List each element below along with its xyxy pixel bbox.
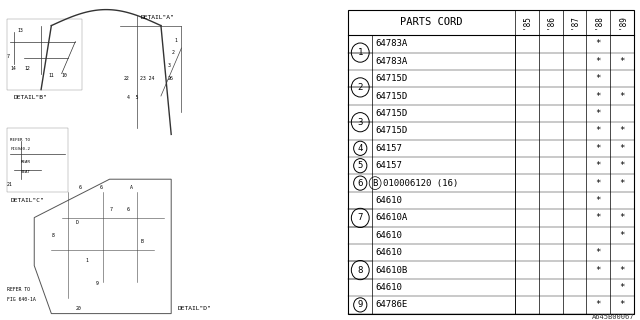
Text: '89: '89 [618,15,627,29]
Text: 64610: 64610 [375,248,402,257]
Text: FIG940-2: FIG940-2 [10,148,30,151]
Text: *: * [596,248,601,257]
Text: 64610: 64610 [375,231,402,240]
Text: 64610B: 64610B [375,266,408,275]
Text: *: * [596,161,601,170]
Text: *: * [596,179,601,188]
Text: 64157: 64157 [375,144,402,153]
Text: B: B [140,239,143,244]
Text: 64610: 64610 [375,196,402,205]
Text: A645B00067: A645B00067 [591,314,634,320]
Text: *: * [620,92,625,100]
Text: 8: 8 [358,266,363,275]
Text: 7: 7 [7,53,10,59]
Text: REAR: REAR [20,160,31,164]
Text: 2: 2 [358,83,363,92]
Text: 6: 6 [99,185,102,190]
Text: *: * [596,144,601,153]
Text: 3: 3 [358,118,363,127]
Text: '86: '86 [546,15,556,29]
Text: *: * [596,266,601,275]
Text: DETAIL"C": DETAIL"C" [10,197,44,203]
Text: 3: 3 [168,63,171,68]
Text: 26: 26 [168,76,173,81]
Text: B: B [372,179,378,188]
Text: 22: 22 [124,76,129,81]
Text: 8: 8 [51,233,54,238]
Text: *: * [620,300,625,309]
Text: 12: 12 [24,66,29,71]
Text: *: * [596,126,601,135]
Text: 2: 2 [172,51,174,55]
Text: 1: 1 [86,259,88,263]
Text: *: * [620,179,625,188]
Text: SEAT: SEAT [20,170,31,174]
Text: 64783A: 64783A [375,57,408,66]
Text: 7: 7 [358,213,363,222]
Text: 13: 13 [17,28,23,33]
Text: *: * [596,57,601,66]
Text: 10: 10 [61,73,67,78]
Text: '87: '87 [570,15,579,29]
Text: 11: 11 [48,73,54,78]
Text: REFER TO: REFER TO [10,138,30,142]
Text: 010006120 (16): 010006120 (16) [383,179,458,188]
Text: 64157: 64157 [375,161,402,170]
Text: 64715D: 64715D [375,126,408,135]
Text: 9: 9 [96,281,99,286]
Text: *: * [596,74,601,83]
Text: *: * [596,213,601,222]
Text: *: * [620,144,625,153]
Text: DETAIL"A": DETAIL"A" [140,15,174,20]
Text: REFER TO: REFER TO [7,287,30,292]
Text: 64715D: 64715D [375,92,408,100]
Text: '88: '88 [594,15,603,29]
Text: FIG 640-1A: FIG 640-1A [7,297,36,302]
Text: 1: 1 [358,48,363,57]
Text: 21: 21 [7,181,13,187]
Text: *: * [596,300,601,309]
Text: *: * [596,109,601,118]
Text: 64715D: 64715D [375,74,408,83]
Text: A: A [130,185,133,190]
Text: D: D [76,220,78,225]
Text: *: * [620,283,625,292]
Text: 64786E: 64786E [375,300,408,309]
Text: 64610A: 64610A [375,213,408,222]
Text: '85: '85 [522,15,531,29]
Text: *: * [596,196,601,205]
Text: 4  5: 4 5 [127,95,138,100]
Text: 14: 14 [10,66,16,71]
Text: 1: 1 [175,38,177,43]
Text: *: * [620,231,625,240]
Text: 64715D: 64715D [375,109,408,118]
Text: *: * [620,213,625,222]
Text: 4: 4 [358,144,363,153]
Text: *: * [620,126,625,135]
Text: DETAIL"D": DETAIL"D" [178,307,212,311]
Text: 6: 6 [79,185,82,190]
Text: *: * [620,266,625,275]
Text: *: * [596,39,601,48]
Text: 9: 9 [358,300,363,309]
Text: 20: 20 [76,307,81,311]
Text: 6: 6 [127,207,129,212]
Text: 5: 5 [358,161,363,170]
Text: 6: 6 [358,179,363,188]
Text: *: * [620,57,625,66]
Text: PARTS CORD: PARTS CORD [401,17,463,28]
Text: 64783A: 64783A [375,39,408,48]
Text: *: * [596,92,601,100]
Text: 7: 7 [109,207,113,212]
Text: *: * [620,161,625,170]
Text: 64610: 64610 [375,283,402,292]
Text: 23 24: 23 24 [140,76,155,81]
Text: DETAIL"B": DETAIL"B" [13,95,47,100]
